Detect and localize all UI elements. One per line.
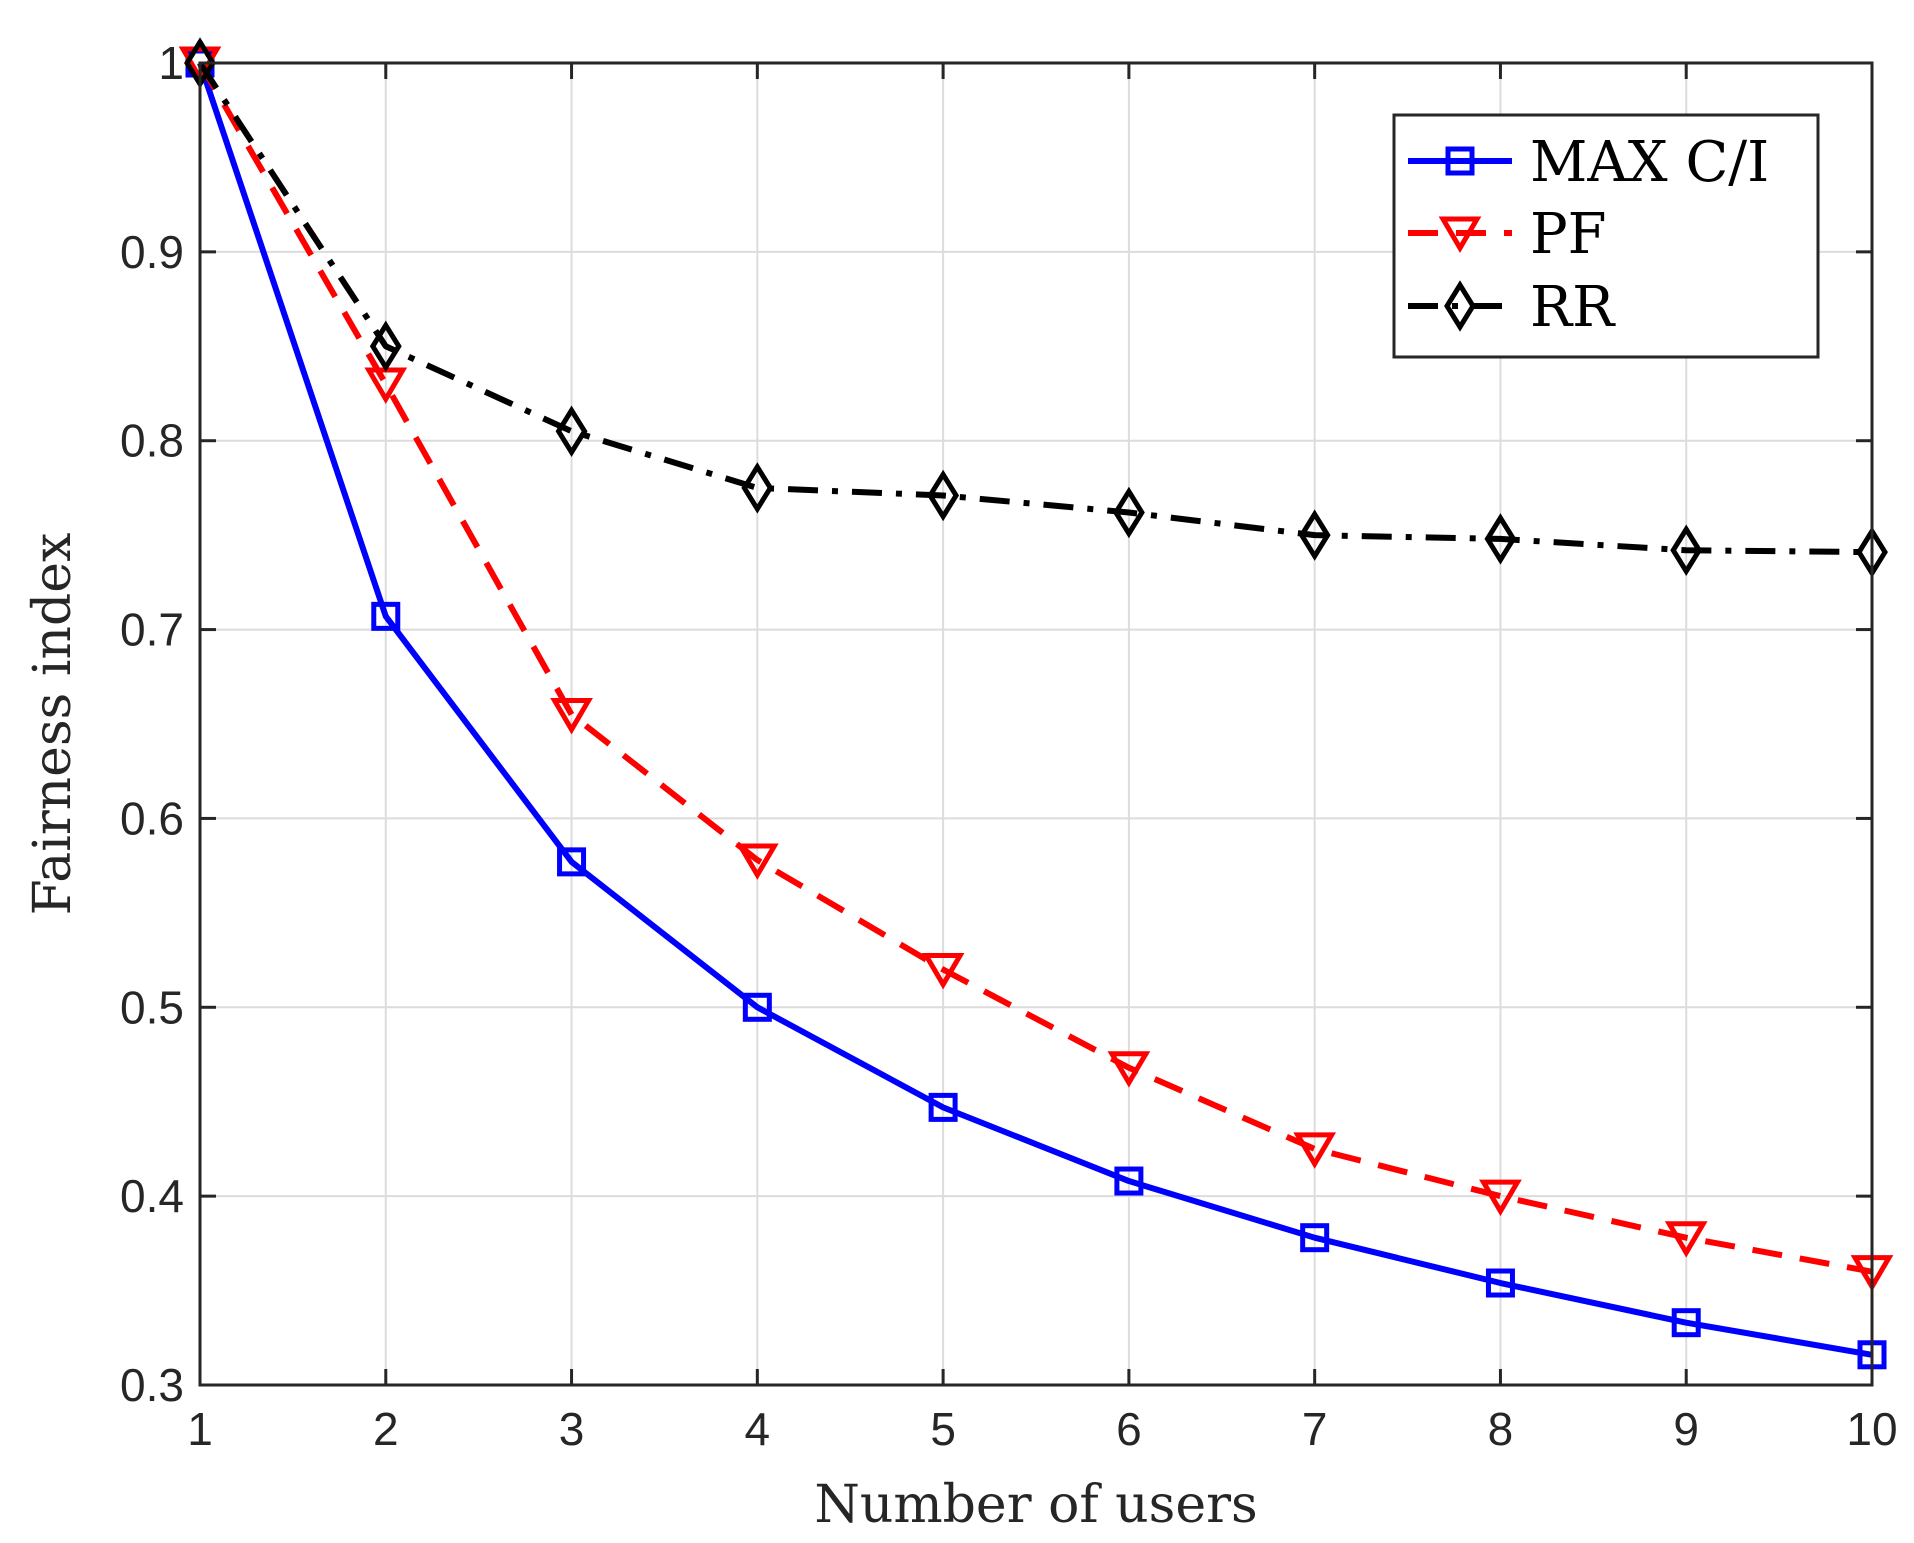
data-point-max-c-i: [1114, 1166, 1144, 1196]
data-point-max-c-i: [1485, 1268, 1515, 1298]
data-point-max-c-i: [371, 601, 401, 631]
series-group: [178, 37, 1894, 1370]
y-axis-title: Fairness index: [23, 533, 83, 916]
legend: MAX C/I PF RR: [1392, 113, 1820, 359]
x-tick-label: 10: [1846, 1403, 1897, 1455]
legend-entries: MAX C/I PF RR: [1408, 130, 1769, 340]
data-point-rr: [1112, 486, 1145, 539]
x-tick-label: 8: [1488, 1403, 1514, 1455]
legend-marker-pf: [1438, 216, 1482, 253]
x-tick-label: 7: [1302, 1403, 1328, 1455]
plot-frame: [198, 61, 1874, 1387]
data-point-rr: [1298, 509, 1331, 561]
data-point-rr: [555, 405, 588, 458]
x-tick-label: 3: [559, 1403, 585, 1455]
x-axis-title: Number of users: [814, 1475, 1257, 1535]
y-tick-label: 0.8: [120, 415, 184, 467]
data-point-pf: [1479, 1179, 1522, 1217]
x-tick-label: 1: [187, 1403, 213, 1455]
data-point-max-c-i: [742, 992, 772, 1022]
x-tick-label: 5: [930, 1403, 956, 1455]
x-tick-label: 4: [745, 1403, 771, 1455]
data-point-pf: [735, 843, 779, 880]
legend-label-rr: RR: [1530, 275, 1616, 340]
data-point-rr: [1484, 513, 1517, 565]
data-point-max-c-i: [928, 1092, 958, 1122]
data-point-pf: [921, 953, 965, 990]
y-tick-label: 0.7: [120, 604, 184, 656]
legend-label-pf: PF: [1530, 202, 1607, 267]
legend-marker-max-c-i: [1445, 146, 1475, 176]
data-point-rr: [369, 320, 402, 373]
data-point-max-c-i: [1671, 1308, 1701, 1338]
data-point-pf: [550, 698, 593, 735]
y-tick-label: 0.6: [120, 792, 184, 844]
data-point-pf: [1107, 1051, 1151, 1088]
series-line-max-c-i: [197, 62, 1873, 1358]
series-rr: [184, 37, 1888, 578]
legend-label-max-c-i: MAX C/I: [1530, 130, 1769, 195]
x-tick-label: 6: [1116, 1403, 1142, 1455]
x-tick-label: 9: [1673, 1403, 1699, 1455]
data-point-max-c-i: [557, 847, 587, 877]
y-tick-label: 0.5: [120, 981, 184, 1033]
data-point-pf: [1293, 1132, 1337, 1169]
data-point-rr: [1670, 524, 1703, 577]
data-point-rr: [927, 469, 960, 522]
y-tick-label: 0.4: [120, 1170, 184, 1222]
series-max-c-i: [185, 48, 1887, 1370]
series-line-pf: [197, 61, 1873, 1275]
y-tick-label: 0.9: [120, 226, 184, 278]
legend-marker-rr: [1444, 280, 1476, 332]
data-point-max-c-i: [1300, 1223, 1330, 1253]
data-point-pf: [1664, 1221, 1708, 1258]
data-point-rr: [741, 462, 774, 514]
y-tick-label: 1: [158, 37, 184, 89]
tick-labels: 1 2 3 4 5 6 7 8 9 10 0.3 0.4 0.5 0.6 0.7 0.8 0.9 1: [120, 37, 1898, 1455]
y-tick-label: 0.3: [120, 1359, 184, 1411]
x-tick-label: 2: [373, 1403, 399, 1455]
